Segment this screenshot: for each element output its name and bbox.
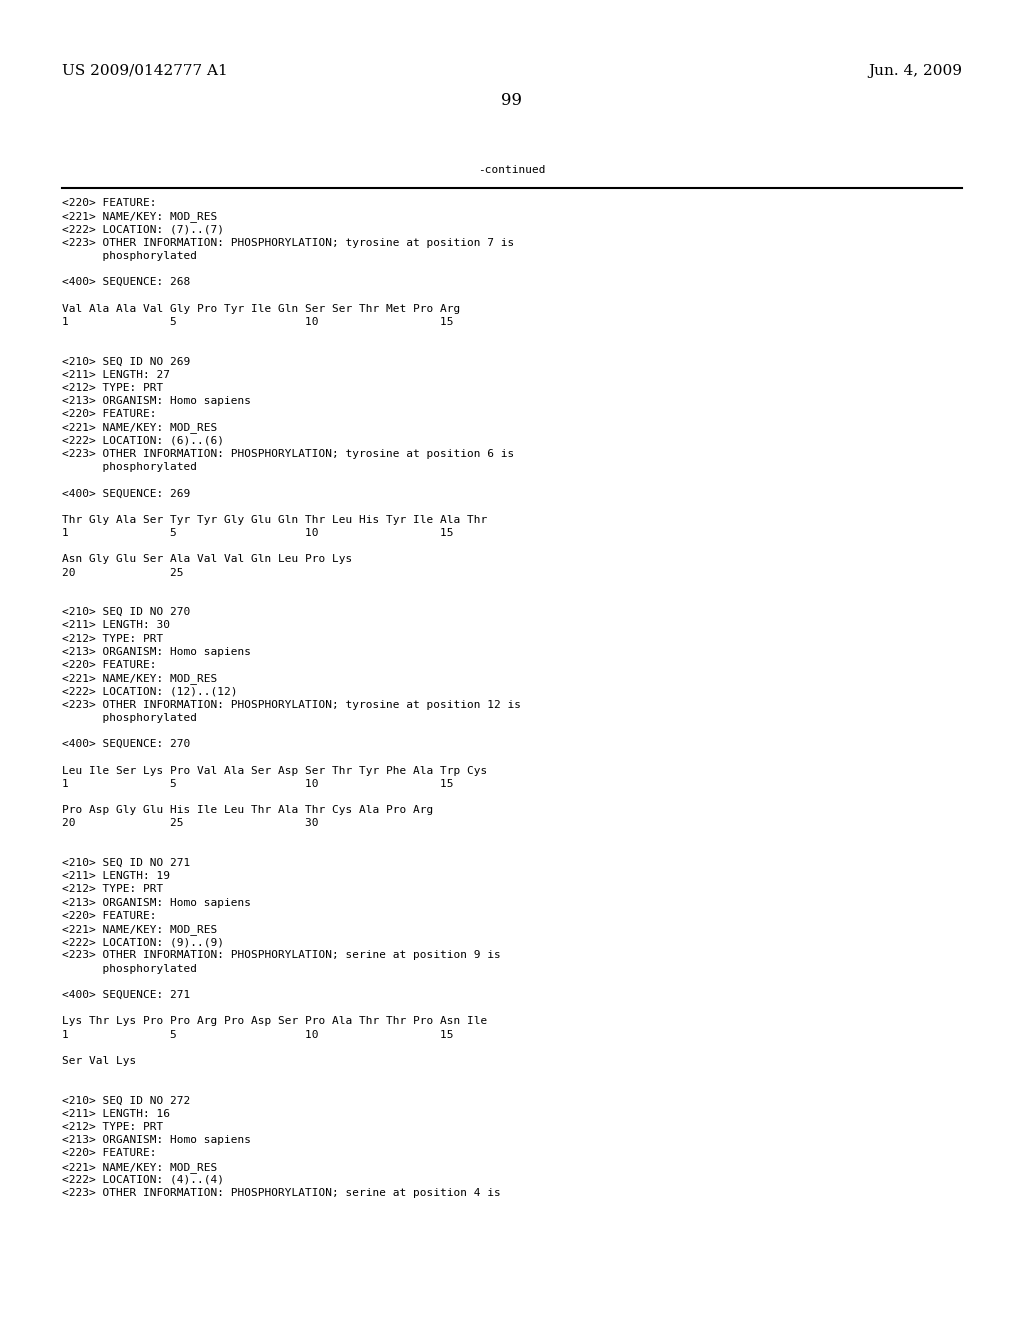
Text: <221> NAME/KEY: MOD_RES: <221> NAME/KEY: MOD_RES xyxy=(62,1162,217,1172)
Text: <220> FEATURE:: <220> FEATURE: xyxy=(62,911,157,921)
Text: US 2009/0142777 A1: US 2009/0142777 A1 xyxy=(62,63,227,78)
Text: <213> ORGANISM: Homo sapiens: <213> ORGANISM: Homo sapiens xyxy=(62,1135,251,1146)
Text: <400> SEQUENCE: 271: <400> SEQUENCE: 271 xyxy=(62,990,190,1001)
Text: Pro Asp Gly Glu His Ile Leu Thr Ala Thr Cys Ala Pro Arg: Pro Asp Gly Glu His Ile Leu Thr Ala Thr … xyxy=(62,805,433,816)
Text: 1               5                   10                  15: 1 5 10 15 xyxy=(62,528,454,539)
Text: <212> TYPE: PRT: <212> TYPE: PRT xyxy=(62,634,163,644)
Text: <223> OTHER INFORMATION: PHOSPHORYLATION; serine at position 9 is: <223> OTHER INFORMATION: PHOSPHORYLATION… xyxy=(62,950,501,961)
Text: <222> LOCATION: (7)..(7): <222> LOCATION: (7)..(7) xyxy=(62,224,224,235)
Text: <400> SEQUENCE: 270: <400> SEQUENCE: 270 xyxy=(62,739,190,750)
Text: <220> FEATURE:: <220> FEATURE: xyxy=(62,409,157,420)
Text: <223> OTHER INFORMATION: PHOSPHORYLATION; serine at position 4 is: <223> OTHER INFORMATION: PHOSPHORYLATION… xyxy=(62,1188,501,1199)
Text: <221> NAME/KEY: MOD_RES: <221> NAME/KEY: MOD_RES xyxy=(62,924,217,935)
Text: phosphorylated: phosphorylated xyxy=(62,713,197,723)
Text: <213> ORGANISM: Homo sapiens: <213> ORGANISM: Homo sapiens xyxy=(62,647,251,657)
Text: <212> TYPE: PRT: <212> TYPE: PRT xyxy=(62,1122,163,1133)
Text: <400> SEQUENCE: 269: <400> SEQUENCE: 269 xyxy=(62,488,190,499)
Text: <210> SEQ ID NO 272: <210> SEQ ID NO 272 xyxy=(62,1096,190,1106)
Text: 20              25                  30: 20 25 30 xyxy=(62,818,318,829)
Text: <220> FEATURE:: <220> FEATURE: xyxy=(62,1148,157,1159)
Text: 1               5                   10                  15: 1 5 10 15 xyxy=(62,1030,454,1040)
Text: <211> LENGTH: 30: <211> LENGTH: 30 xyxy=(62,620,170,631)
Text: <221> NAME/KEY: MOD_RES: <221> NAME/KEY: MOD_RES xyxy=(62,211,217,222)
Text: <223> OTHER INFORMATION: PHOSPHORYLATION; tyrosine at position 12 is: <223> OTHER INFORMATION: PHOSPHORYLATION… xyxy=(62,700,521,710)
Text: 20              25: 20 25 xyxy=(62,568,183,578)
Text: phosphorylated: phosphorylated xyxy=(62,964,197,974)
Text: Leu Ile Ser Lys Pro Val Ala Ser Asp Ser Thr Tyr Phe Ala Trp Cys: Leu Ile Ser Lys Pro Val Ala Ser Asp Ser … xyxy=(62,766,487,776)
Text: Lys Thr Lys Pro Pro Arg Pro Asp Ser Pro Ala Thr Thr Pro Asn Ile: Lys Thr Lys Pro Pro Arg Pro Asp Ser Pro … xyxy=(62,1016,487,1027)
Text: <213> ORGANISM: Homo sapiens: <213> ORGANISM: Homo sapiens xyxy=(62,898,251,908)
Text: phosphorylated: phosphorylated xyxy=(62,251,197,261)
Text: <222> LOCATION: (4)..(4): <222> LOCATION: (4)..(4) xyxy=(62,1175,224,1185)
Text: 99: 99 xyxy=(502,92,522,110)
Text: -continued: -continued xyxy=(478,165,546,176)
Text: <400> SEQUENCE: 268: <400> SEQUENCE: 268 xyxy=(62,277,190,288)
Text: <211> LENGTH: 27: <211> LENGTH: 27 xyxy=(62,370,170,380)
Text: <210> SEQ ID NO 271: <210> SEQ ID NO 271 xyxy=(62,858,190,869)
Text: <223> OTHER INFORMATION: PHOSPHORYLATION; tyrosine at position 6 is: <223> OTHER INFORMATION: PHOSPHORYLATION… xyxy=(62,449,514,459)
Text: <212> TYPE: PRT: <212> TYPE: PRT xyxy=(62,383,163,393)
Text: <211> LENGTH: 19: <211> LENGTH: 19 xyxy=(62,871,170,882)
Text: <220> FEATURE:: <220> FEATURE: xyxy=(62,198,157,209)
Text: <223> OTHER INFORMATION: PHOSPHORYLATION; tyrosine at position 7 is: <223> OTHER INFORMATION: PHOSPHORYLATION… xyxy=(62,238,514,248)
Text: Thr Gly Ala Ser Tyr Tyr Gly Glu Gln Thr Leu His Tyr Ile Ala Thr: Thr Gly Ala Ser Tyr Tyr Gly Glu Gln Thr … xyxy=(62,515,487,525)
Text: 1               5                   10                  15: 1 5 10 15 xyxy=(62,779,454,789)
Text: <210> SEQ ID NO 270: <210> SEQ ID NO 270 xyxy=(62,607,190,618)
Text: Val Ala Ala Val Gly Pro Tyr Ile Gln Ser Ser Thr Met Pro Arg: Val Ala Ala Val Gly Pro Tyr Ile Gln Ser … xyxy=(62,304,460,314)
Text: Jun. 4, 2009: Jun. 4, 2009 xyxy=(868,63,962,78)
Text: <222> LOCATION: (6)..(6): <222> LOCATION: (6)..(6) xyxy=(62,436,224,446)
Text: phosphorylated: phosphorylated xyxy=(62,462,197,473)
Text: <213> ORGANISM: Homo sapiens: <213> ORGANISM: Homo sapiens xyxy=(62,396,251,407)
Text: <212> TYPE: PRT: <212> TYPE: PRT xyxy=(62,884,163,895)
Text: <222> LOCATION: (12)..(12): <222> LOCATION: (12)..(12) xyxy=(62,686,238,697)
Text: 1               5                   10                  15: 1 5 10 15 xyxy=(62,317,454,327)
Text: Ser Val Lys: Ser Val Lys xyxy=(62,1056,136,1067)
Text: Asn Gly Glu Ser Ala Val Val Gln Leu Pro Lys: Asn Gly Glu Ser Ala Val Val Gln Leu Pro … xyxy=(62,554,352,565)
Text: <210> SEQ ID NO 269: <210> SEQ ID NO 269 xyxy=(62,356,190,367)
Text: <222> LOCATION: (9)..(9): <222> LOCATION: (9)..(9) xyxy=(62,937,224,948)
Text: <221> NAME/KEY: MOD_RES: <221> NAME/KEY: MOD_RES xyxy=(62,422,217,433)
Text: <220> FEATURE:: <220> FEATURE: xyxy=(62,660,157,671)
Text: <211> LENGTH: 16: <211> LENGTH: 16 xyxy=(62,1109,170,1119)
Text: <221> NAME/KEY: MOD_RES: <221> NAME/KEY: MOD_RES xyxy=(62,673,217,684)
